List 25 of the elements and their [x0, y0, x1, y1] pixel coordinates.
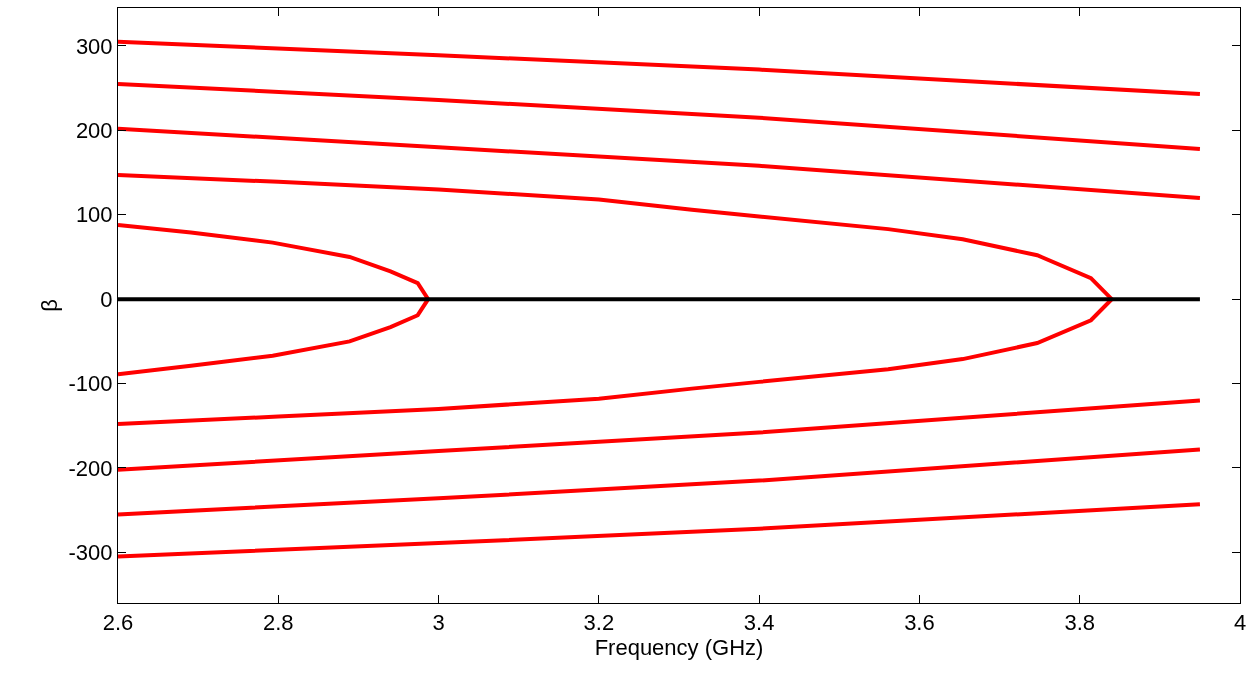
y-tick-label: -200: [68, 455, 113, 481]
y-tick-label: -100: [68, 371, 113, 397]
x-tick-label: 4: [1233, 610, 1247, 636]
line-series: [118, 447, 1202, 517]
line-series: [118, 398, 1202, 472]
x-axis-title: Frequency (GHz): [594, 635, 764, 661]
y-tick-label: -300: [68, 540, 113, 566]
y-tick-label: 0: [100, 286, 113, 312]
x-tick-label: 3.4: [743, 610, 775, 636]
x-tick-label: 3.6: [904, 610, 935, 636]
x-tick-label: 2.6: [102, 610, 134, 636]
y-tick-label: 200: [75, 118, 113, 144]
x-tick-label: 3.2: [583, 610, 615, 636]
line-series: [118, 39, 1202, 97]
line-series: [118, 173, 1114, 427]
line-series: [118, 502, 1202, 559]
x-tick-label: 3.8: [1064, 610, 1096, 636]
y-axis-title: β: [37, 299, 63, 312]
y-tick-label: 300: [75, 33, 113, 59]
line-series: [118, 222, 431, 377]
line-series: [118, 81, 1202, 151]
x-tick-label: 2.8: [262, 610, 294, 636]
x-tick-label: 3: [432, 610, 445, 636]
y-tick-label: 100: [75, 202, 113, 228]
line-series: [118, 126, 1202, 200]
